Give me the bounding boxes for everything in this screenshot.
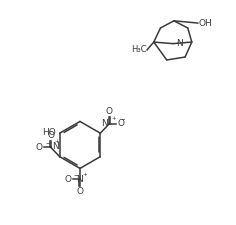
Text: +: + [82,172,87,177]
Text: N: N [77,175,83,184]
Text: +: + [111,116,116,121]
Text: O: O [35,143,42,152]
Text: N: N [52,142,59,151]
Text: +: + [55,139,59,144]
Text: O: O [106,107,113,116]
Text: H₃C: H₃C [131,45,147,54]
Text: −: − [120,117,125,122]
Text: O: O [118,119,125,128]
Text: HO: HO [42,128,56,137]
Text: O: O [47,131,54,140]
Text: N: N [101,119,107,128]
Text: −: − [45,140,50,145]
Text: −: − [74,172,78,177]
Text: OH: OH [199,18,213,27]
Text: N: N [176,39,182,48]
Text: O: O [76,187,84,196]
Text: O: O [64,175,72,184]
